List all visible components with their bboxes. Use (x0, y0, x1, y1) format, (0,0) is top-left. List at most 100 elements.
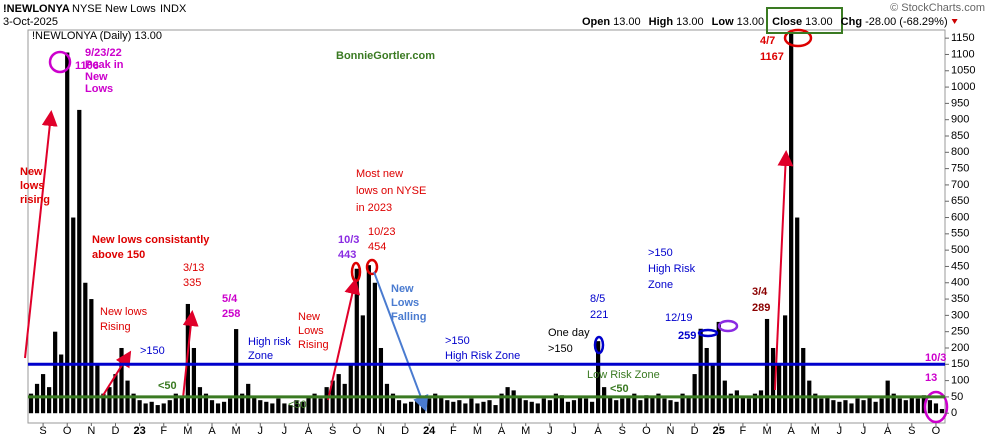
bar (47, 387, 52, 414)
annotation: 4/7 (760, 35, 775, 47)
annotation: in 2023 (356, 202, 392, 214)
x-tick-label: A (884, 425, 892, 437)
annotation: 3/4 (752, 286, 768, 298)
annotation: 13 (925, 372, 937, 384)
y-tick-label: 700 (951, 179, 969, 191)
x-tick-label: M (762, 425, 771, 437)
x-tick-label: N (87, 425, 95, 437)
annotation: >150 (648, 247, 673, 259)
y-tick-label: 250 (951, 326, 969, 338)
bar (227, 398, 233, 414)
y-tick-label: 1150 (951, 32, 975, 44)
x-tick-label: M (521, 425, 530, 437)
x-tick-label: A (498, 425, 506, 437)
y-tick-label: 400 (951, 277, 969, 289)
x-tick-label: M (473, 425, 482, 437)
bar (137, 400, 142, 414)
bar (813, 393, 818, 414)
bar (879, 398, 884, 414)
arrow (327, 278, 361, 401)
annotation: New (298, 311, 320, 323)
bar (53, 331, 58, 414)
bar (197, 387, 203, 414)
bar (89, 299, 94, 414)
x-tick-label: J (258, 425, 264, 437)
bar (324, 387, 329, 414)
bar (553, 393, 558, 414)
bar (801, 347, 806, 414)
bar (354, 268, 359, 414)
bar (402, 403, 408, 414)
bar (595, 341, 601, 414)
bar (909, 396, 914, 414)
annotation: 259 (678, 330, 696, 342)
x-tick-label: F (160, 425, 167, 437)
y-tick-label: 300 (951, 309, 969, 321)
bar (867, 396, 872, 414)
x-tick-label: 24 (423, 425, 436, 437)
bar (505, 387, 510, 414)
bar (547, 400, 552, 414)
x-tick-label: A (594, 425, 602, 437)
x-tick-label: D (112, 425, 120, 437)
bar (855, 398, 860, 414)
annotation: 1167 (760, 51, 784, 63)
bar (415, 400, 420, 414)
bar (873, 401, 878, 414)
arrow (774, 150, 794, 391)
quote-value: 13.00 (805, 16, 833, 28)
bar (933, 403, 939, 414)
bar (511, 390, 516, 414)
bar (583, 398, 589, 414)
x-tick-label: M (811, 425, 820, 437)
bar (704, 347, 709, 414)
bar (161, 403, 166, 414)
x-tick-label: J (837, 425, 843, 437)
bar (668, 400, 673, 414)
bar (571, 400, 577, 414)
quote-label: Open (582, 16, 610, 28)
annotation: Peak in (85, 59, 124, 71)
bar (589, 401, 595, 414)
bar (312, 393, 317, 414)
annotation: 289 (752, 302, 770, 314)
bar (300, 401, 305, 414)
bar (686, 396, 691, 414)
bar (650, 396, 655, 414)
bar (77, 109, 82, 414)
annotation: <50 (288, 399, 307, 411)
bar (493, 405, 498, 414)
bar (167, 400, 172, 414)
bar (221, 401, 227, 414)
x-tick-label: J (547, 425, 553, 437)
annotation: Lows (298, 325, 324, 337)
bar (939, 408, 945, 414)
bar (638, 400, 643, 414)
annotation: BonnieGortler.com (336, 50, 435, 62)
annotation: 3/13 (183, 262, 204, 274)
bar (240, 393, 245, 414)
bar (475, 403, 480, 414)
y-tick-label: 0 (951, 407, 957, 419)
bar (203, 393, 209, 414)
y-tick-label: 1100 (951, 48, 975, 60)
annotation: <50 (610, 383, 629, 395)
annotation: Rising (100, 321, 131, 333)
bar (602, 387, 607, 414)
annotation: >150 (445, 335, 470, 347)
bar (155, 405, 160, 414)
annotation: New (85, 71, 108, 83)
annotation: New lows consistantly (92, 234, 210, 246)
bar (282, 403, 287, 414)
bar (499, 393, 504, 414)
bar (209, 400, 215, 414)
bar (849, 403, 854, 414)
annotation: High risk (248, 336, 291, 348)
y-tick-label: 200 (951, 342, 969, 354)
bar (487, 400, 492, 414)
y-tick-label: 750 (951, 163, 969, 175)
bar (831, 400, 836, 414)
arrows (24, 110, 794, 412)
arrow (24, 110, 58, 359)
